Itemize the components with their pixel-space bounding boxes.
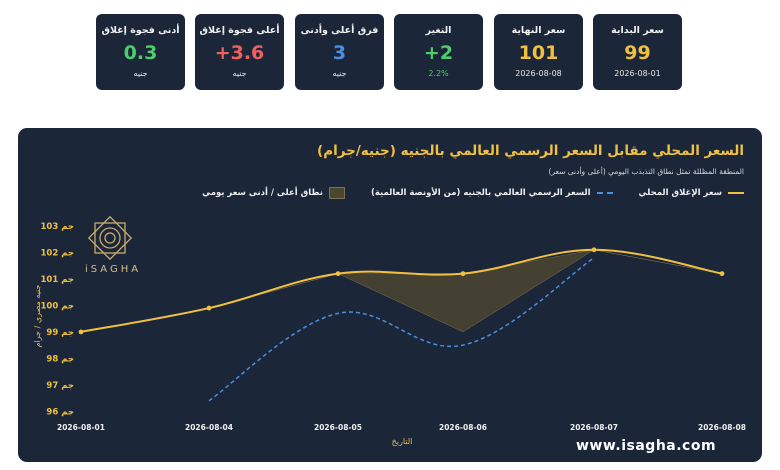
x-tick-label: 2026-08-01 bbox=[57, 423, 105, 432]
x-tick-label: 2026-08-04 bbox=[185, 423, 233, 432]
stat-card-start-price: سعر البداية 99 2026-08-01 bbox=[593, 14, 682, 90]
brand-url: www.isagha.com bbox=[576, 438, 717, 454]
stat-sub: جنيه bbox=[133, 69, 148, 78]
stat-value: 0.3 bbox=[123, 42, 158, 64]
local-point bbox=[591, 247, 597, 253]
stat-sub: 2026-08-01 bbox=[614, 69, 661, 78]
y-tick-label: 98 جم bbox=[46, 354, 74, 364]
local-point bbox=[335, 271, 341, 277]
legend-label: سعر الإغلاق المحلي bbox=[638, 188, 722, 198]
stat-card-end-price: سعر النهاية 101 2026-08-08 bbox=[494, 14, 583, 90]
stat-title: أدنى فجوة إغلاق bbox=[101, 25, 180, 36]
stat-title: فرق أعلى وأدنى bbox=[300, 25, 379, 36]
legend-item-local: سعر الإغلاق المحلي bbox=[639, 188, 744, 198]
stat-card-change: التغير +2 2.2% bbox=[394, 14, 483, 90]
stat-title: سعر النهاية bbox=[511, 25, 566, 36]
y-tick-label: 103 جم bbox=[41, 222, 75, 232]
stat-value: +2 bbox=[423, 42, 454, 64]
y-tick-label: 99 جم bbox=[46, 328, 74, 338]
legend-item-global: السعر الرسمي العالمي بالجنيه (من الأونصة… bbox=[371, 188, 613, 198]
stat-value: 3 bbox=[332, 42, 347, 64]
stat-sub: 2.2% bbox=[428, 69, 449, 78]
stat-title: التغير bbox=[425, 25, 452, 36]
x-tick-label: 2026-08-08 bbox=[698, 423, 746, 432]
x-tick-label: 2026-08-07 bbox=[570, 423, 618, 432]
stat-sub: جنيه bbox=[232, 69, 247, 78]
legend-item-band: نطاق أعلى / أدنى سعر يومي bbox=[202, 187, 345, 199]
y-tick-label: 96 جم bbox=[46, 407, 74, 417]
y-tick-label: 102 جم bbox=[41, 248, 75, 258]
chart-subtitle: المنطقة المظللة تمثل نطاق التذبذب اليومي… bbox=[548, 167, 744, 176]
chart-svg: 96 جم 97 جم 98 جم 99 جم 100 جم 101 جم 102 جم 10… bbox=[33, 215, 746, 446]
stat-sub: جنيه bbox=[332, 69, 347, 78]
stat-value: 99 bbox=[624, 42, 651, 64]
band-area bbox=[80, 249, 723, 333]
y-tick-label: 97 جم bbox=[46, 381, 74, 391]
stat-title: أعلى فجوة إغلاق bbox=[199, 25, 280, 36]
chart-title: السعر المحلي مقابل السعر الرسمي العالمي … bbox=[317, 143, 744, 159]
chart-panel: 96 جم 97 جم 98 جم 99 جم 100 جم 101 جم 102 جم 10… bbox=[18, 128, 762, 462]
legend-swatch-band bbox=[328, 187, 345, 199]
local-point bbox=[206, 305, 212, 311]
stat-card-high-low-diff: فرق أعلى وأدنى 3 جنيه bbox=[295, 14, 384, 90]
stat-sub: 2026-08-08 bbox=[515, 69, 562, 78]
x-tick-label: 2026-08-06 bbox=[439, 423, 487, 432]
local-series-line bbox=[80, 248, 723, 333]
y-tick-label: 101 جم bbox=[41, 275, 75, 285]
legend-label: نطاق أعلى / أدنى سعر يومي bbox=[202, 188, 323, 198]
stat-value: +3.6 bbox=[214, 42, 265, 64]
local-point bbox=[78, 329, 84, 335]
legend-swatch-solid bbox=[728, 192, 744, 194]
logo-icon bbox=[87, 215, 133, 261]
legend-label: السعر الرسمي العالمي بالجنيه (من الأونصة… bbox=[370, 188, 591, 198]
chart-legend: سعر الإغلاق المحلي السعر الرسمي العالمي … bbox=[202, 187, 744, 199]
local-point bbox=[460, 271, 466, 277]
stat-value: 101 bbox=[518, 42, 559, 64]
stat-title: سعر البداية bbox=[611, 25, 664, 36]
x-axis-label: التاريخ bbox=[392, 437, 413, 446]
legend-swatch-dashed bbox=[596, 192, 613, 194]
global-series-line bbox=[208, 257, 595, 402]
y-axis-label: جنيه مصري / جرام bbox=[33, 285, 42, 348]
logo-text: iSAGHA bbox=[85, 264, 142, 275]
y-tick-label: 100 جم bbox=[41, 301, 75, 311]
stat-card-min-gap: أدنى فجوة إغلاق 0.3 جنيه bbox=[96, 14, 185, 90]
x-tick-label: 2026-08-05 bbox=[314, 423, 362, 432]
local-point bbox=[719, 271, 725, 277]
stat-card-max-gap: أعلى فجوة إغلاق +3.6 جنيه bbox=[195, 14, 284, 90]
